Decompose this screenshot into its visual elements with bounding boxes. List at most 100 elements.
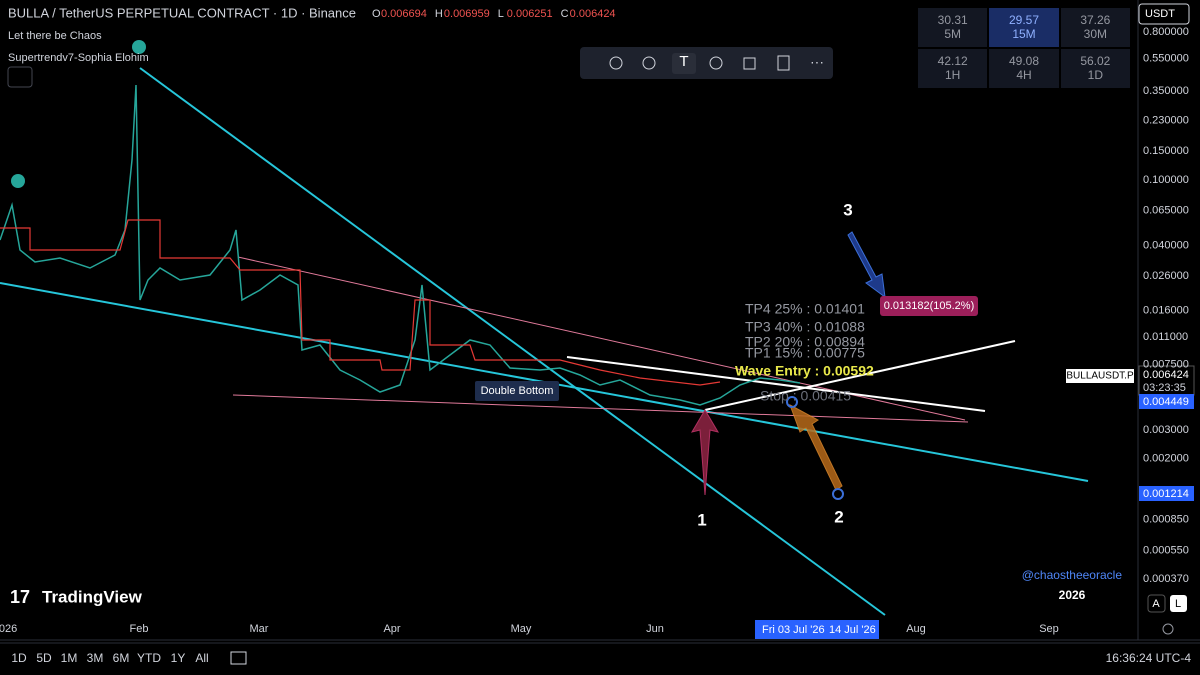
trend-line: [566, 356, 986, 412]
rsi-table: 30.31 5M 29.57 15M 37.26 30M 42.12 1H 49.08 4H 56.…: [918, 8, 1130, 88]
tp-label: TP1 15% : 0.00775: [745, 345, 865, 361]
price-axis-label: 0.550000: [1143, 53, 1189, 65]
rsi-cell: 49.08 4H: [989, 49, 1059, 88]
time-cursor-label: 14 Jul '26: [829, 624, 876, 636]
point-marker: [832, 488, 844, 500]
collapse-button[interactable]: [7, 66, 33, 88]
price-axis-label: 0.800000: [1143, 26, 1189, 38]
rsi-cell: 29.57 15M: [989, 8, 1059, 47]
supertrend: [0, 219, 721, 386]
price-axis-label: 0.000850: [1143, 514, 1189, 526]
rsi-cell: 30.31 5M: [918, 8, 988, 47]
price-path: [0, 84, 801, 406]
rsi-tf: 15M: [1012, 27, 1036, 41]
trend-line: [232, 394, 969, 423]
rsi-tf: 1D: [1087, 68, 1103, 82]
rsi-tf: 4H: [1016, 68, 1032, 82]
toolbar-icon[interactable]: [777, 55, 790, 71]
price-tag: [1139, 486, 1194, 501]
target-label: 0.013182(105.2%): [884, 300, 975, 312]
scale-button-label[interactable]: L: [1175, 598, 1181, 610]
time-axis-label: 026: [0, 623, 17, 635]
time-axis-label: May: [511, 623, 532, 635]
symbol-tag: [1066, 369, 1134, 383]
price-axis-label: 0.230000: [1143, 115, 1189, 127]
year-label: 2026: [1059, 588, 1086, 602]
rsi-tf: 30M: [1083, 27, 1107, 41]
toolbar-icon[interactable]: [709, 56, 723, 70]
symbol-title: BULLA / TetherUS PERPETUAL CONTRACT · 1D…: [8, 5, 356, 20]
arrow: [789, 403, 843, 491]
currency-select[interactable]: [1138, 3, 1190, 25]
ohlc-value: 0.006251: [507, 8, 553, 20]
range-button[interactable]: All: [195, 651, 208, 665]
rsi-value: 29.57: [1008, 13, 1039, 27]
range-button[interactable]: 6M: [113, 651, 130, 665]
point-marker: [786, 396, 798, 408]
ohlc-key: O: [372, 8, 381, 20]
last-price: 0.006424: [1143, 369, 1189, 381]
price-axis-label: 0.016000: [1143, 305, 1189, 317]
time-axis-label: Mar: [250, 623, 269, 635]
ohlc-key: L: [498, 8, 504, 20]
range-button[interactable]: 1D: [11, 651, 27, 665]
time-axis-label: Aug: [906, 623, 926, 635]
logo-mark: 17: [10, 587, 30, 607]
price-axis-label: 0.026000: [1143, 270, 1189, 282]
entry-label: Wave Entry : 0.00592: [735, 363, 874, 379]
price-tag-label: 0.004449: [1143, 396, 1189, 408]
wave-label: 3: [843, 200, 852, 219]
pattern-label: Double Bottom: [481, 385, 554, 397]
time-axis-label: Jun: [646, 623, 664, 635]
text-tool-icon[interactable]: T: [679, 53, 688, 70]
toolbar-icon[interactable]: [609, 56, 623, 70]
price-axis-label: 0.150000: [1143, 145, 1189, 157]
rsi-value: 30.31: [937, 13, 968, 27]
range-button[interactable]: 3M: [87, 651, 104, 665]
price-axis-label: 0.003000: [1143, 424, 1189, 436]
price-axis-label: 0.100000: [1143, 174, 1189, 186]
price-tag: [1139, 394, 1194, 409]
tp-label: TP3 40% : 0.01088: [745, 319, 865, 335]
ohlc-value: 0.006959: [444, 8, 490, 20]
rsi-value: 56.02: [1080, 54, 1111, 68]
price-axis-label: 0.350000: [1143, 85, 1189, 97]
range-button[interactable]: 1M: [61, 651, 78, 665]
price-axis-label: 0.007500: [1143, 359, 1189, 371]
tp-label: TP2 20% : 0.00894: [745, 334, 865, 350]
indicator-label: Supertrendv7-Sophia Elohim: [8, 52, 149, 64]
author-label: @chaostheeoracle: [1022, 568, 1123, 582]
wave-label: 2: [834, 507, 843, 526]
indicator-label: Let there be Chaos: [8, 30, 102, 42]
scale-button[interactable]: [1170, 595, 1187, 612]
arrow: [690, 409, 720, 496]
pattern-box: [475, 381, 559, 401]
rsi-value: 42.12: [937, 54, 968, 68]
toolbar-icon[interactable]: [743, 57, 756, 70]
ohlc-key: H: [435, 8, 443, 20]
scale-button[interactable]: [1147, 594, 1166, 613]
toolbar-button[interactable]: [672, 53, 696, 74]
toolbar-icon[interactable]: [642, 56, 656, 70]
wave-label: 1: [697, 510, 706, 529]
settings-icon[interactable]: [1162, 623, 1174, 635]
currency-label[interactable]: USDT: [1145, 8, 1175, 20]
range-button[interactable]: 1Y: [171, 651, 186, 665]
arrow: [847, 231, 886, 299]
price-axis-label: 0.002000: [1143, 453, 1189, 465]
rsi-cell: 42.12 1H: [918, 49, 988, 88]
signal-dot: [132, 40, 146, 54]
ohlc-key: C: [561, 8, 569, 20]
date-range-icon[interactable]: [230, 651, 247, 665]
rsi-value: 49.08: [1008, 54, 1039, 68]
target-box: [880, 296, 978, 316]
scale-button-label[interactable]: A: [1152, 598, 1160, 610]
range-button[interactable]: 5D: [36, 651, 52, 665]
time-axis-label: Feb: [130, 623, 149, 635]
range-button[interactable]: YTD: [137, 651, 161, 665]
toolbar-more[interactable]: ···: [810, 54, 824, 70]
tp-label: TP4 25% : 0.01401: [745, 301, 865, 317]
